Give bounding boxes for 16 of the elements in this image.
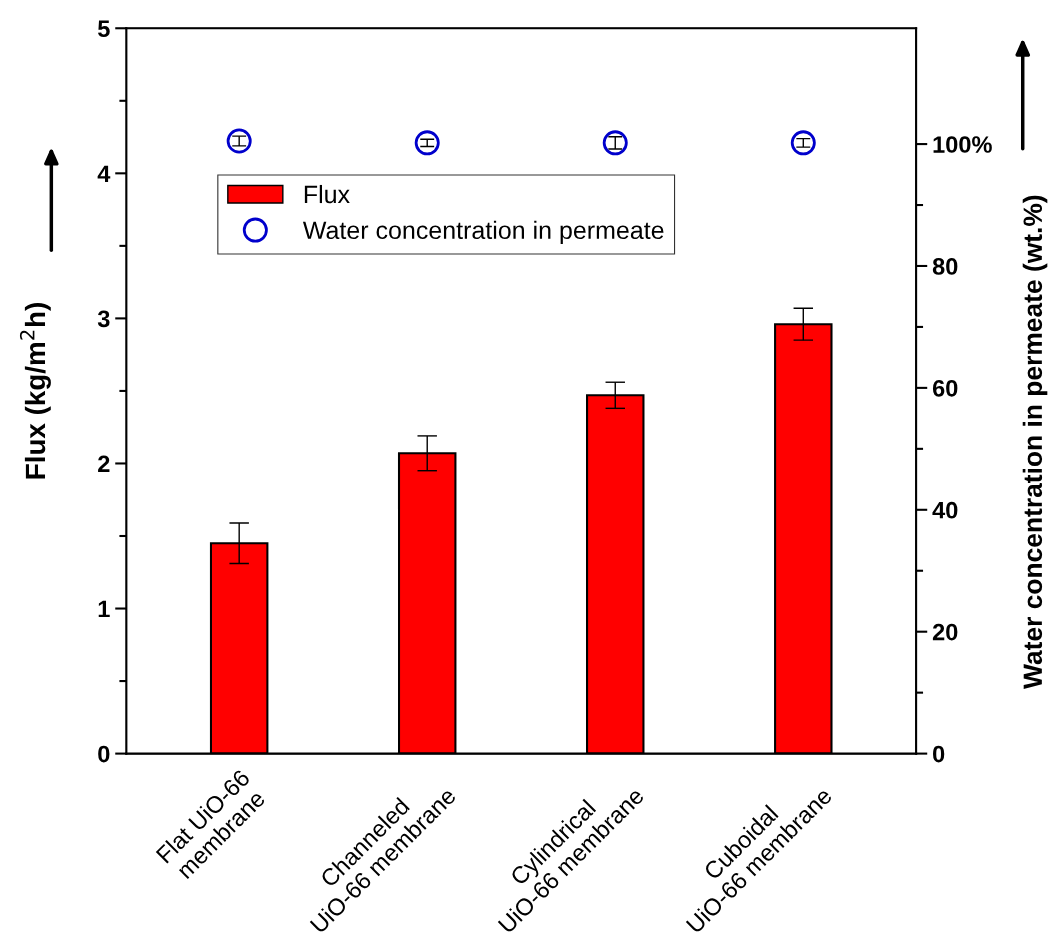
y-tick-label: 3 [97, 310, 110, 328]
y-axis-title: Flux (kg/m$^{2}$h) [19, 303, 51, 479]
y2-tick-label: 80 [932, 258, 958, 275]
y-tick-label: 4 [97, 165, 111, 182]
y2-tick-label: 0 [933, 745, 945, 763]
y2-axis-title: Water concentration in permeate (wt.%) [1022, 195, 1048, 689]
legend-label: Flux [304, 184, 350, 204]
legend-label: Water concentration in permeate [302, 220, 664, 245]
y-tick-label: 1 [98, 600, 110, 618]
y-tick-label: 0 [98, 745, 110, 763]
y2-tick-label: 20 [932, 623, 958, 641]
y2-tick-label: 40 [932, 501, 958, 519]
y2-tick-label: 100% [933, 136, 992, 153]
y2-tick-label: 60 [932, 379, 958, 397]
y-tick-label: 2 [98, 455, 110, 473]
y-tick-label: 5 [97, 20, 110, 38]
